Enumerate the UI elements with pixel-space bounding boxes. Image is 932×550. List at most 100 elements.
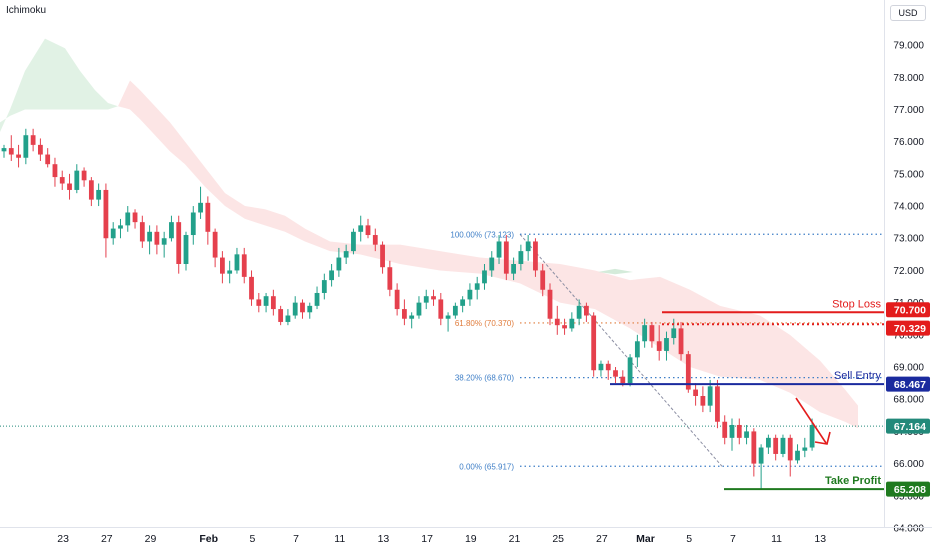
candle-body bbox=[190, 212, 196, 236]
candle-body bbox=[343, 251, 349, 258]
cloud-bullish-small bbox=[598, 268, 633, 275]
candle-body bbox=[220, 257, 225, 274]
candle-body bbox=[45, 154, 51, 165]
candle-body bbox=[132, 212, 138, 223]
time-tick-label: 29 bbox=[145, 533, 157, 545]
candle-body bbox=[620, 376, 626, 384]
candle-body bbox=[795, 450, 800, 461]
price-tag-label: 65.208 bbox=[894, 484, 926, 496]
candle-body bbox=[358, 225, 364, 232]
price-tick-label: 77.000 bbox=[893, 105, 924, 116]
candle-body bbox=[307, 305, 313, 313]
time-tick-label: 21 bbox=[509, 533, 521, 545]
price-tick-label: 64.000 bbox=[893, 524, 924, 535]
price-tick-label: 65.000 bbox=[893, 491, 924, 502]
candle-body bbox=[634, 341, 640, 358]
candle-body bbox=[52, 164, 58, 178]
candle-body bbox=[321, 280, 327, 293]
candle-body bbox=[423, 296, 429, 303]
candle-body bbox=[1, 148, 7, 152]
candle-body bbox=[591, 315, 597, 371]
candle-body bbox=[773, 437, 779, 454]
time-tick-label: 7 bbox=[293, 533, 299, 545]
candle-body bbox=[380, 244, 385, 268]
time-tick-label: 27 bbox=[596, 533, 608, 545]
candle-body bbox=[693, 389, 698, 396]
candle-body bbox=[802, 447, 808, 451]
bearish-arrow-icon bbox=[795, 397, 831, 445]
candle-body bbox=[387, 267, 393, 290]
candle-body bbox=[278, 309, 284, 322]
candle-body bbox=[482, 270, 487, 284]
candle-body bbox=[372, 235, 378, 245]
candle-body bbox=[736, 424, 742, 438]
candle-body bbox=[103, 189, 109, 239]
candle-body bbox=[780, 437, 786, 454]
candle-body bbox=[452, 305, 458, 316]
candle-body bbox=[118, 225, 123, 229]
candle-body bbox=[751, 431, 757, 464]
cloud-bearish bbox=[118, 80, 858, 429]
candle-body bbox=[664, 338, 669, 351]
candle-body bbox=[88, 180, 94, 200]
price-tag bbox=[886, 481, 930, 497]
candle-body bbox=[554, 318, 560, 326]
indicator-legend[interactable]: Ichimoku bbox=[6, 5, 47, 16]
candle-body bbox=[74, 170, 80, 190]
price-axis[interactable]: 64.00065.00066.00067.00068.00069.00070.0… bbox=[893, 8, 924, 534]
candle-body bbox=[547, 289, 553, 319]
candle-body bbox=[489, 257, 495, 271]
candle-body bbox=[460, 299, 466, 306]
candle-body bbox=[81, 170, 87, 181]
price-tick-label: 78.000 bbox=[893, 73, 924, 84]
candle-body bbox=[161, 238, 167, 245]
candle-body bbox=[402, 309, 407, 319]
candle-body bbox=[562, 325, 567, 329]
candle-body bbox=[685, 354, 691, 390]
candle-body bbox=[467, 289, 473, 300]
price-tick-label: 73.000 bbox=[893, 234, 924, 245]
price-tag-label: 67.164 bbox=[894, 421, 926, 433]
candle-body bbox=[227, 270, 233, 274]
price-tag bbox=[886, 376, 930, 392]
candle-body bbox=[496, 241, 502, 258]
cloud-bullish bbox=[0, 38, 118, 132]
candle-body bbox=[438, 299, 444, 319]
candle-body bbox=[722, 421, 728, 438]
time-tick-label: 5 bbox=[686, 533, 692, 545]
time-axis[interactable]: 23 27 29 Feb 5 7 11 13 17 19 21 25 27 Mar 5 7 11 13 bbox=[57, 533, 826, 545]
candle-body bbox=[263, 296, 269, 306]
price-tag-label: 70.700 bbox=[894, 305, 926, 317]
candle-body bbox=[584, 305, 589, 316]
candle-body bbox=[605, 363, 611, 371]
time-tick-label: 11 bbox=[771, 533, 782, 545]
candle-body bbox=[649, 325, 655, 342]
candle-body bbox=[642, 325, 648, 342]
candle-body bbox=[729, 424, 735, 438]
candle-body bbox=[183, 235, 189, 264]
candle-body bbox=[766, 437, 771, 448]
candle-body bbox=[292, 302, 298, 316]
candle-body bbox=[249, 276, 254, 300]
price-tag-label: 70.329 bbox=[894, 323, 926, 335]
currency-button[interactable]: USD bbox=[890, 5, 926, 21]
candle-body bbox=[23, 135, 29, 158]
time-tick-label: 27 bbox=[101, 533, 113, 545]
price-tags: 70.700 70.329 68.467 67.164 65.208 bbox=[886, 302, 930, 497]
take-profit-label: Take Profit bbox=[825, 475, 881, 487]
candle-body bbox=[8, 148, 14, 155]
time-tick-label: Feb bbox=[199, 533, 218, 545]
candle-body bbox=[241, 254, 247, 277]
fib-level-label: 100.00% (73.123) bbox=[450, 230, 514, 239]
candle-body bbox=[511, 264, 516, 274]
time-tick-label: 11 bbox=[334, 533, 345, 545]
candle-body bbox=[212, 231, 218, 258]
candle-body bbox=[329, 270, 334, 281]
time-tick-label: 19 bbox=[465, 533, 477, 545]
price-tick-label: 72.000 bbox=[893, 266, 924, 277]
candle-body bbox=[300, 302, 305, 313]
price-tick-label: 74.000 bbox=[893, 202, 924, 213]
candle-body bbox=[147, 231, 152, 242]
candle-body bbox=[533, 241, 538, 271]
